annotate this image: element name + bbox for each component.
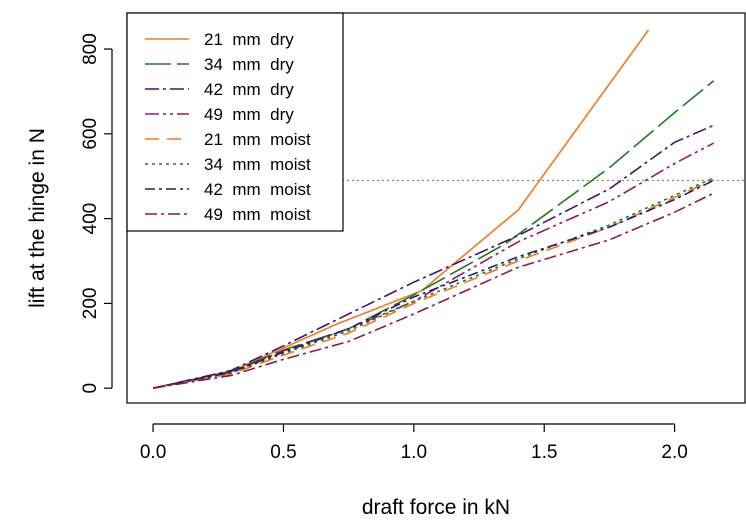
- series-line-8: [152, 192, 715, 389]
- x-tick-label: 0.0: [140, 442, 166, 463]
- legend-label: 49 mm dry: [204, 105, 294, 124]
- x-tick-label: 1.0: [401, 442, 427, 463]
- x-tick-label: 0.5: [270, 442, 296, 463]
- series-line-2: [152, 80, 715, 389]
- y-tick-label: 200: [80, 288, 101, 320]
- x-axis-label: draft force in kN: [362, 496, 510, 519]
- legend-label: 49 mm moist: [204, 205, 311, 224]
- x-tick-label: 1.5: [531, 442, 557, 463]
- series-line-5: [152, 178, 715, 389]
- chart-marks: [127, 29, 745, 389]
- series-line-3: [152, 124, 715, 389]
- y-tick-label: 800: [80, 33, 101, 65]
- legend-label: 34 mm dry: [204, 55, 294, 74]
- legend-label: 21 mm dry: [204, 30, 294, 49]
- y-tick-label: 0: [80, 383, 101, 394]
- legend-label: 34 mm moist: [204, 155, 311, 174]
- y-tick-label: 400: [80, 203, 101, 235]
- y-tick-label: 600: [80, 118, 101, 150]
- series-line-7: [152, 179, 715, 389]
- series-line-6: [152, 177, 715, 389]
- legend-box: [126, 12, 344, 232]
- legend-label: 42 mm dry: [204, 80, 294, 99]
- y-axis-label: lift at the hinge in N: [26, 128, 49, 308]
- axes-layer: 0.0 0.5 1.0 1.5 2.0 0 200 400 600 800: [80, 33, 688, 463]
- legend-label: 21 mm moist: [204, 130, 311, 149]
- legend-label: 42 mm moist: [204, 180, 311, 199]
- x-tick-label: 2.0: [661, 442, 687, 463]
- legend: 21 mm dry 34 mm dry 42 mm dry 49 mm dry 21 m…: [126, 12, 344, 232]
